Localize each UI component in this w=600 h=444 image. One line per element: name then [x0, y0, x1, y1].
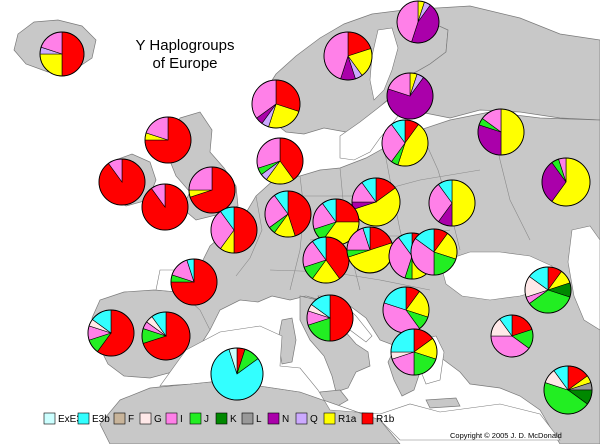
pie-outline: [396, 0, 440, 44]
pie-denmark: [256, 137, 304, 185]
border-line: [235, 195, 263, 277]
legend-label-q: Q: [310, 414, 318, 425]
pie-romania: [410, 228, 458, 276]
pie-germany: [264, 190, 312, 238]
pie-outline: [144, 116, 192, 164]
pie-poland: [351, 177, 401, 227]
legend: ExE3b E3b F G I J K L N Q R1a R1b: [43, 412, 395, 425]
pie-outline: [170, 258, 218, 306]
pie-wales: [141, 183, 189, 231]
pie-outline: [251, 79, 301, 129]
pie-sweden: [323, 31, 373, 81]
legend-swatch-exe3b: [43, 412, 56, 425]
legend-label-j: J: [204, 414, 209, 425]
legend-label-n: N: [282, 414, 289, 425]
pie-outline: [141, 183, 189, 231]
pie-outline: [351, 177, 401, 227]
legend-label-f: F: [128, 414, 134, 425]
pie-outline: [543, 365, 593, 415]
pie-central-russia: [541, 157, 591, 207]
pie-outline: [386, 72, 434, 120]
legend-swatch-g: [139, 412, 152, 425]
legend-label-l: L: [256, 414, 262, 425]
pie-norway: [251, 79, 301, 129]
caspian-sea: [567, 225, 600, 331]
pie-hungary: [346, 226, 394, 274]
finland-shape: [397, 5, 600, 121]
pie-ukraine: [381, 119, 429, 167]
legend-swatch-j: [189, 412, 202, 425]
legend-label-g: G: [154, 414, 162, 425]
legend-swatch-e3b: [77, 412, 90, 425]
pie-western-turkey: [524, 266, 572, 314]
legend-label-r1a: R1a: [338, 414, 357, 425]
legend-swatch-f: [113, 412, 126, 425]
pie-bosnia-serbia: [382, 286, 430, 334]
pie-northern-italy: [306, 294, 354, 342]
pie-scotland: [144, 116, 192, 164]
pie-eastern-turkey: [543, 365, 593, 415]
legend-swatch-l: [241, 412, 254, 425]
pie-outline: [98, 158, 146, 206]
pie-outline: [306, 294, 354, 342]
pie-outline: [428, 179, 476, 227]
legend-label-i: I: [180, 414, 183, 425]
pie-northern-finland-lapland: [396, 0, 440, 44]
pie-north-africa: [210, 347, 264, 401]
pie-outline: [210, 206, 258, 254]
legend-swatch-q: [295, 412, 308, 425]
pie-outline: [264, 190, 312, 238]
border-line: [269, 269, 431, 291]
legend-label-e3b: E3b: [92, 414, 110, 425]
pie-outline: [323, 31, 373, 81]
legend-swatch-r1b: [361, 412, 374, 425]
pie-spain: [141, 311, 191, 361]
pie-bulgaria: [390, 328, 438, 376]
pie-sardinia: [490, 314, 534, 358]
pie-northwest-russia: [477, 108, 525, 156]
map-title-line2: of Europe: [152, 55, 218, 72]
pie-belarus: [428, 179, 476, 227]
pie-england: [188, 166, 236, 214]
legend-swatch-k: [215, 412, 228, 425]
pie-france: [170, 258, 218, 306]
pie-outline: [490, 314, 534, 358]
legend-label-r1b: R1b: [376, 414, 395, 425]
pie-layer: [39, 0, 593, 415]
legend-label-exe3b: ExE3b: [58, 414, 88, 425]
gulf-of-bothnia: [369, 27, 399, 101]
pie-outline: [210, 347, 264, 401]
legend-swatch-r1a: [323, 412, 336, 425]
pie-outline: [477, 108, 525, 156]
pie-netherlands: [210, 206, 258, 254]
pie-outline: [39, 31, 85, 77]
copyright-notice: Copyright © 2005 J. D. McDonald: [450, 431, 562, 440]
pie-outline: [410, 228, 458, 276]
pie-portugal: [87, 309, 135, 357]
pie-ireland: [98, 158, 146, 206]
legend-swatch-i: [165, 412, 178, 425]
pie-outline: [141, 311, 191, 361]
pie-outline: [541, 157, 591, 207]
map-title-line1: Y Haplogroups: [135, 37, 235, 54]
pie-iceland: [39, 31, 85, 77]
legend-swatch-n: [267, 412, 280, 425]
crete-shape: [425, 397, 461, 409]
pie-outline: [390, 328, 438, 376]
pie-outline: [381, 119, 429, 167]
pie-outline: [256, 137, 304, 185]
pie-outline: [87, 309, 135, 357]
pie-austria: [302, 236, 350, 284]
pie-finland: [386, 72, 434, 120]
pie-outline: [524, 266, 572, 314]
legend-label-k: K: [230, 414, 237, 425]
pie-outline: [188, 166, 236, 214]
